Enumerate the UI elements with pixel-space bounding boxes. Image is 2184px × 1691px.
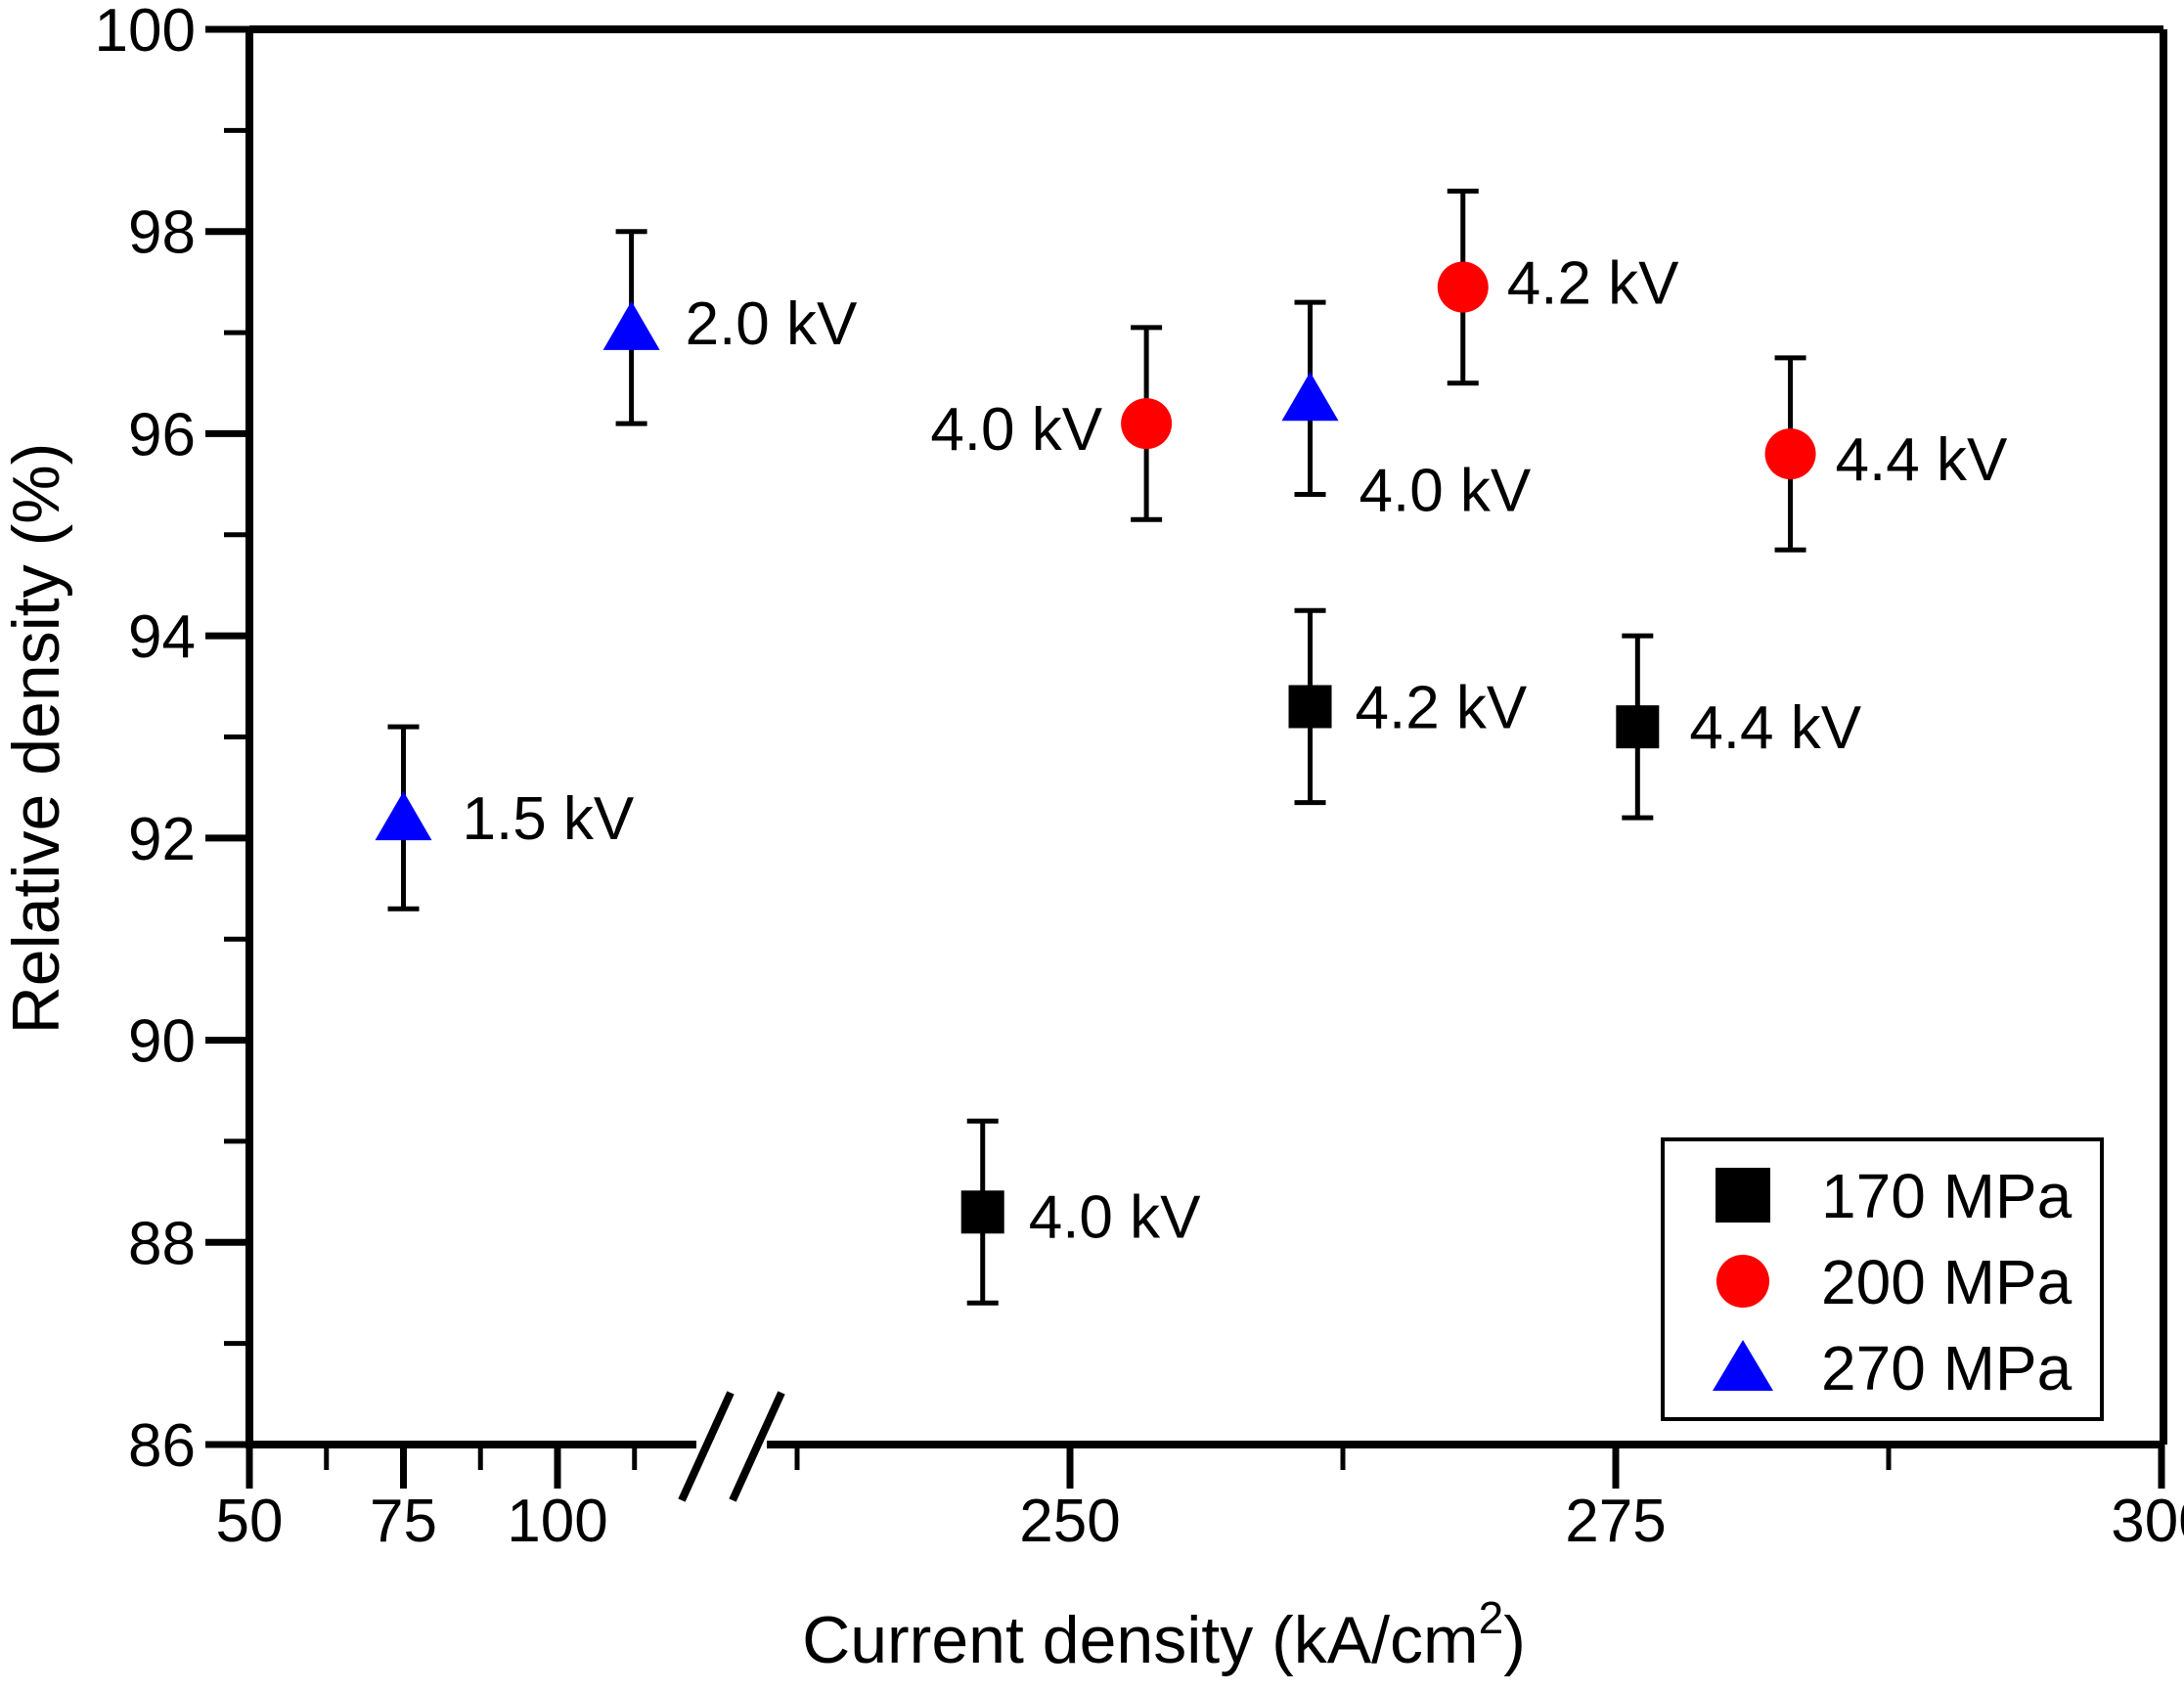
point-annotation: 4.2 kV [1356, 674, 1528, 741]
x-axis-title: Current density (kA/cm2) [802, 1592, 1526, 1677]
data-point-170-MPa-4.2-kV [1288, 685, 1332, 729]
point-annotation: 4.0 kV [930, 396, 1102, 464]
y-tick-label: 88 [128, 1210, 196, 1277]
data-point-170-MPa-4.0-kV [960, 1190, 1004, 1234]
axis-break-slash [729, 1391, 785, 1502]
x-tick-label: 100 [507, 1488, 607, 1555]
data-point-170-MPa-4.4-kV [1616, 705, 1660, 749]
y-tick-label: 90 [128, 1008, 196, 1076]
legend-marker-circle [1716, 1255, 1769, 1308]
x-tick-label: 50 [216, 1488, 284, 1555]
legend-label: 270 MPa [1821, 1333, 2073, 1403]
axis-break-slash [678, 1391, 735, 1502]
point-annotation: 4.4 kV [1689, 694, 1861, 762]
x-tick-label: 275 [1565, 1488, 1666, 1555]
y-tick-label: 100 [95, 0, 196, 65]
y-tick-label: 86 [128, 1412, 196, 1480]
point-annotation: 4.0 kV [1359, 457, 1532, 524]
point-annotation: 2.0 kV [686, 290, 858, 358]
point-annotation: 4.2 kV [1507, 250, 1679, 318]
data-point-200-MPa-4.2-kV [1437, 261, 1489, 313]
data-point-270-MPa-2.0-kV [602, 300, 660, 350]
x-tick-label: 300 [2111, 1488, 2184, 1555]
y-tick-label: 98 [128, 200, 196, 267]
data-point-200-MPa-4.4-kV [1764, 428, 1816, 480]
x-tick-label: 75 [370, 1488, 437, 1555]
legend-marker-triangle [1713, 1340, 1773, 1391]
legend-label: 170 MPa [1821, 1161, 2073, 1231]
y-tick-label: 94 [128, 603, 196, 671]
y-tick-label: 96 [128, 401, 196, 468]
data-point-200-MPa-4.0-kV [1121, 398, 1173, 450]
y-tick-label: 92 [128, 806, 196, 873]
legend-label: 200 MPa [1821, 1247, 2073, 1317]
point-annotation: 4.4 kV [1836, 426, 2008, 494]
legend-marker-square [1716, 1168, 1770, 1223]
point-annotation: 4.0 kV [1029, 1183, 1201, 1251]
x-tick-label: 250 [1019, 1488, 1120, 1555]
data-point-270-MPa-4.0-kV [1281, 372, 1339, 422]
point-annotation: 1.5 kV [463, 785, 635, 853]
y-axis-title: Relative density (%) [0, 443, 73, 1035]
data-point-270-MPa-1.5-kV [375, 791, 432, 841]
